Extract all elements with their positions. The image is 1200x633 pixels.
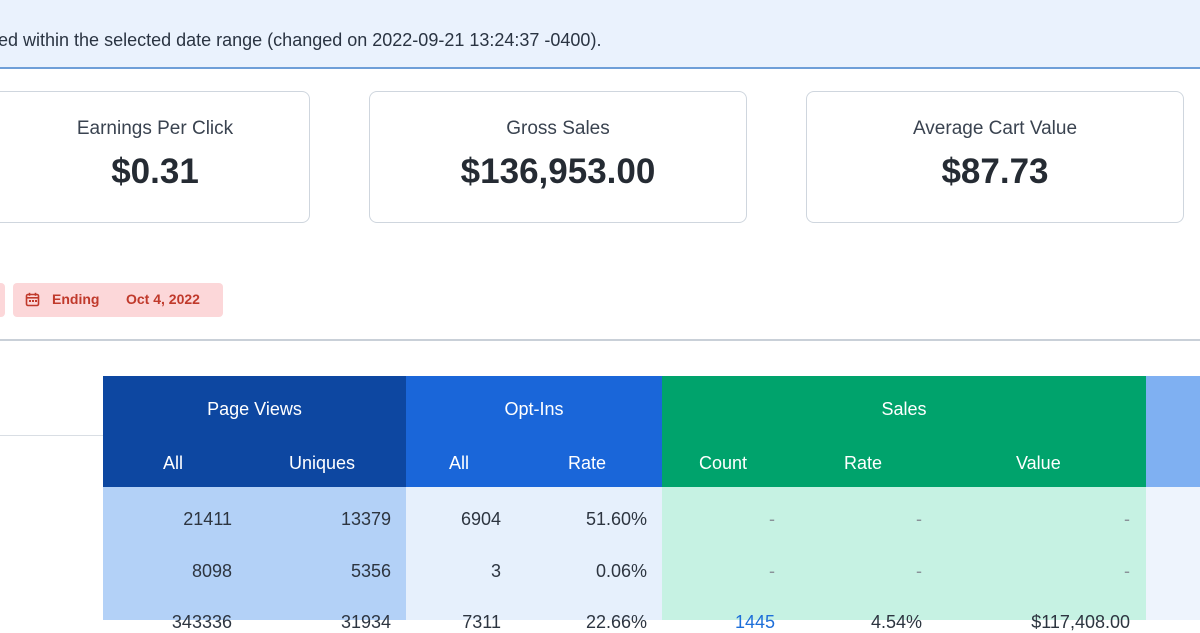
sales-header [662, 376, 1146, 487]
sales-cells [662, 487, 1146, 620]
table-cell: - [769, 509, 775, 529]
table-cell: 13379 [340, 509, 391, 529]
column-group-opt-ins: Opt-Ins [504, 399, 564, 419]
calendar-icon [25, 292, 40, 307]
notice-text: ed within the selected date range (chang… [0, 30, 602, 50]
table-cell: 8098 [191, 561, 232, 581]
table-cell: 4.54% [870, 612, 922, 632]
page-views-cells [103, 487, 406, 620]
table-cell: - [1124, 561, 1130, 581]
column-header-opt-ins-rate[interactable]: Rate [568, 453, 607, 473]
column-header-sales-value[interactable]: Value [1016, 453, 1061, 473]
table-cell: 22.66% [585, 612, 647, 632]
opt-ins-header [406, 376, 662, 487]
date-range-notice: ed within the selected date range (chang… [0, 0, 1200, 69]
column-header-page-views-uniques[interactable]: Uniques [289, 453, 356, 473]
stat-label: Average Cart Value [912, 118, 1078, 139]
end-date-filter[interactable]: Ending Oct 4, 2022 [13, 283, 223, 317]
next-group-cells [1146, 487, 1200, 620]
stat-label: Gross Sales [506, 118, 610, 139]
next-group-header [1146, 376, 1200, 487]
table-cell: 5356 [350, 561, 391, 581]
stat-card-average-cart-value: Average Cart Value $87.73 [806, 91, 1184, 223]
column-header-opt-ins-all[interactable]: All [449, 453, 470, 473]
table-cell: 0.06% [595, 561, 647, 581]
stat-label: Earnings Per Click [76, 118, 234, 139]
stat-card-gross-sales: Gross Sales $136,953.00 [369, 91, 747, 223]
table-cell: 7311 [462, 612, 501, 632]
table-cell: 21411 [183, 509, 232, 529]
stat-value: $87.73 [941, 152, 1049, 191]
table-cell: 31934 [340, 612, 391, 632]
row-divider [0, 435, 103, 436]
opt-ins-cells [406, 487, 662, 620]
table-cell: 6904 [460, 509, 501, 529]
column-group-sales: Sales [881, 399, 927, 419]
column-header-sales-rate[interactable]: Rate [844, 453, 883, 473]
start-date-filter[interactable] [0, 283, 5, 317]
section-divider [0, 339, 1200, 341]
stat-card-earnings-per-click: Earnings Per Click $0.31 [0, 91, 310, 223]
table-cell: 51.60% [585, 509, 647, 529]
page-views-header [103, 376, 406, 487]
date-filter-value: Oct 4, 2022 [126, 291, 200, 307]
table-cell: - [1124, 509, 1130, 529]
table-cell: 3 [490, 561, 501, 581]
column-group-page-views: Page Views [207, 399, 302, 419]
table-cell: $117,408.00 [1031, 612, 1130, 632]
table-cell: - [916, 509, 922, 529]
sales-count-link[interactable]: 1445 [734, 612, 775, 632]
stat-value: $0.31 [111, 152, 199, 191]
stat-value: $136,953.00 [460, 152, 656, 191]
column-header-page-views-all[interactable]: All [163, 453, 184, 473]
date-filter-label: Ending [52, 291, 100, 307]
table-cell: - [916, 561, 922, 581]
table-cell: 343336 [171, 612, 232, 632]
table-cell: - [769, 561, 775, 581]
column-header-sales-count[interactable]: Count [699, 453, 748, 473]
